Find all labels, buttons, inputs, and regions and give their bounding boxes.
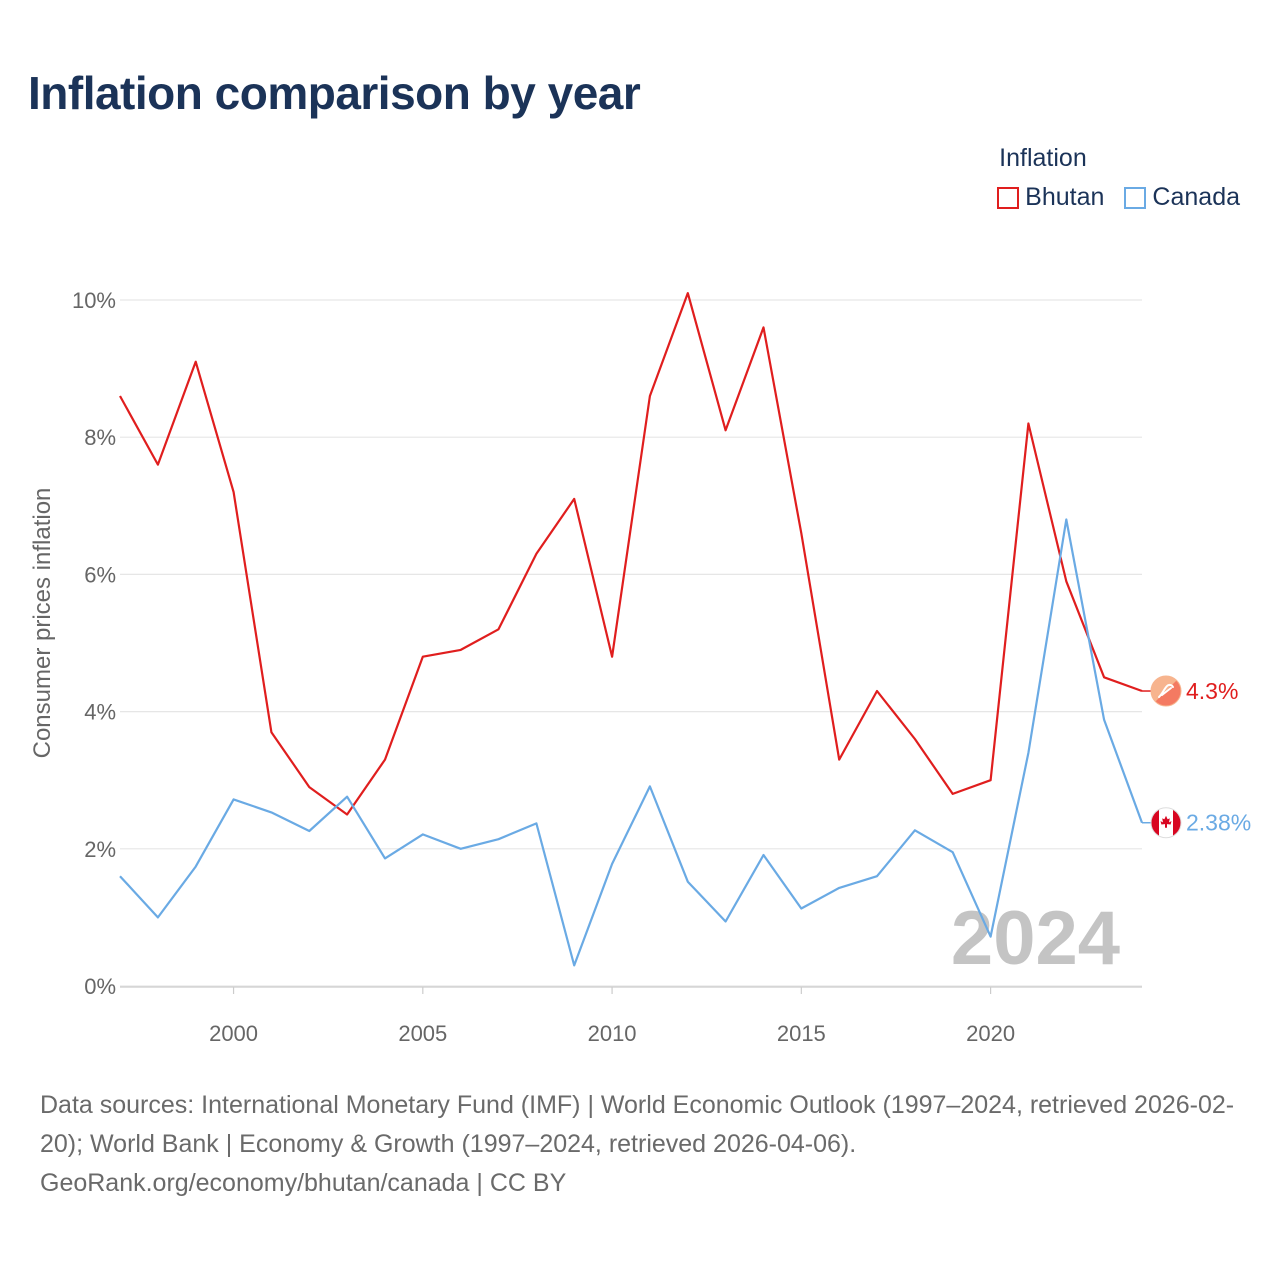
- y-axis-label: Consumer prices inflation: [29, 488, 56, 759]
- legend-swatch-bhutan: [997, 186, 1020, 209]
- legend-swatch-canada: [1124, 186, 1147, 209]
- y-tick-label: 8%: [84, 425, 116, 450]
- legend-label-bhutan: Bhutan: [1025, 183, 1105, 211]
- series-line-bhutan[interactable]: [119, 292, 1143, 816]
- legend-item-canada[interactable]: Canada: [1124, 183, 1240, 212]
- canada-flag-icon: [1150, 807, 1182, 839]
- x-tick-label: 2000: [209, 1021, 258, 1046]
- inflation-line-chart: 0% 2% 4% 6% 8% 10% 2000 2005 2010 2015 2020 2024 C…: [29, 288, 1251, 1046]
- y-tick-label: 6%: [84, 562, 116, 587]
- bhutan-flag-icon: [1150, 675, 1182, 707]
- y-tick-label: 0%: [84, 974, 116, 999]
- y-tick-label: 4%: [84, 700, 116, 725]
- data-sources: Data sources: International Monetary Fun…: [40, 1091, 1235, 1158]
- footer: Data sources: International Monetary Fun…: [40, 1086, 1250, 1203]
- legend: Inflation Bhutan Canada: [997, 144, 1240, 212]
- x-tick-label: 2010: [588, 1021, 637, 1046]
- year-watermark: 2024: [951, 896, 1120, 981]
- x-tick-label: 2015: [777, 1021, 826, 1046]
- y-tick-label: 2%: [84, 837, 116, 862]
- y-tick-label: 10%: [72, 288, 116, 313]
- legend-label-canada: Canada: [1152, 183, 1240, 211]
- legend-title: Inflation: [999, 144, 1087, 172]
- x-tick-label: 2020: [966, 1021, 1015, 1046]
- end-value-label-bhutan: 4.3%: [1186, 678, 1238, 704]
- series-line-canada[interactable]: [119, 518, 1144, 967]
- credit-link[interactable]: GeoRank.org/economy/bhutan/canada | CC B…: [40, 1169, 567, 1197]
- end-value-label-canada: 2.38%: [1186, 810, 1251, 836]
- chart-title: Inflation comparison by year: [28, 67, 641, 119]
- legend-item-bhutan[interactable]: Bhutan: [997, 183, 1104, 212]
- x-tick-label: 2005: [398, 1021, 447, 1046]
